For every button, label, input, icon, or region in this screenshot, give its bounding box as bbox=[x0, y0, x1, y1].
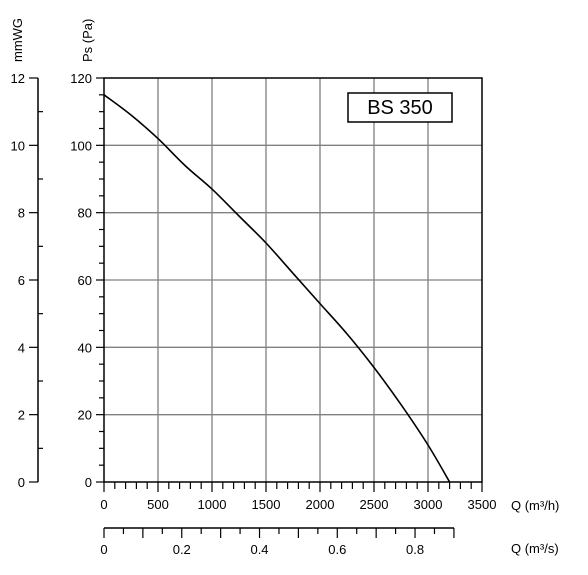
y-tick-label-mmwg: 0 bbox=[18, 475, 25, 490]
series-line-pressure-curve bbox=[103, 94, 451, 483]
y-tick-label-mmwg: 6 bbox=[18, 273, 25, 288]
x-tick-label-flow-m3s: 0.6 bbox=[328, 542, 346, 557]
x-tick-label-flow-m3h: 2500 bbox=[360, 497, 389, 512]
x-axis-title-flow-m3s: Q (m³/s) bbox=[511, 541, 559, 556]
x-tick-label-flow-m3h: 3500 bbox=[468, 497, 497, 512]
y-tick-label-mmwg: 10 bbox=[11, 138, 25, 153]
y-tick-label-pressure: 100 bbox=[70, 138, 92, 153]
grid-lines bbox=[104, 78, 482, 482]
x-tick-label-flow-m3s: 0.2 bbox=[173, 542, 191, 557]
x-tick-label-flow-m3h: 1000 bbox=[198, 497, 227, 512]
x-tick-label-flow-m3h: 1500 bbox=[252, 497, 281, 512]
x-tick-label-flow-m3h: 0 bbox=[100, 497, 107, 512]
y-axis-title-pressure: Ps (Pa) bbox=[80, 19, 95, 62]
y-tick-label-pressure: 120 bbox=[70, 71, 92, 86]
y-axis-title-mmwg: mmWG bbox=[10, 18, 25, 62]
y-tick-label-pressure: 80 bbox=[78, 206, 92, 221]
y-tick-label-pressure: 40 bbox=[78, 340, 92, 355]
x-axis-title-flow-m3h: Q (m³/h) bbox=[511, 498, 559, 513]
y-tick-label-mmwg: 8 bbox=[18, 206, 25, 221]
x-tick-label-flow-m3s: 0.8 bbox=[406, 542, 424, 557]
y-tick-label-mmwg: 4 bbox=[18, 340, 25, 355]
model-label: BS 350 bbox=[367, 97, 433, 119]
y-tick-label-pressure: 60 bbox=[78, 273, 92, 288]
x-tick-label-flow-m3h: 500 bbox=[147, 497, 169, 512]
x-tick-label-flow-m3s: 0.4 bbox=[250, 542, 268, 557]
y-tick-label-pressure: 0 bbox=[85, 475, 92, 490]
model-label-box: BS 350 bbox=[347, 92, 453, 123]
y-tick-label-pressure: 20 bbox=[78, 408, 92, 423]
y-tick-label-mmwg: 12 bbox=[11, 71, 25, 86]
x-tick-label-flow-m3h: 3000 bbox=[414, 497, 443, 512]
y-tick-label-mmwg: 2 bbox=[18, 408, 25, 423]
x-tick-label-flow-m3s: 0 bbox=[100, 542, 107, 557]
x-tick-label-flow-m3h: 2000 bbox=[306, 497, 335, 512]
